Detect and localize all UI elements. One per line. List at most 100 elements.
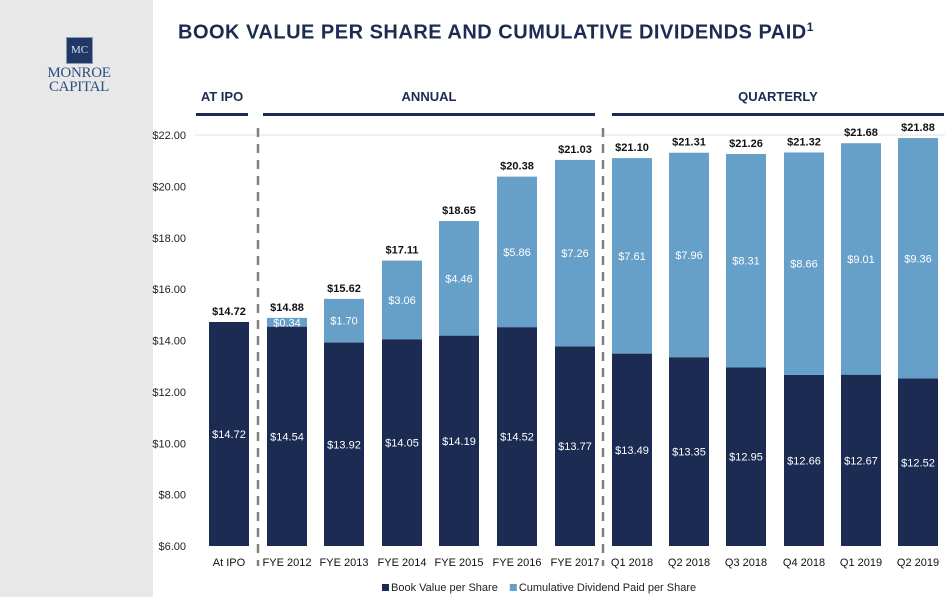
group-header: ANNUAL (402, 89, 457, 104)
bar-dividend (612, 158, 652, 354)
bar-dividend (555, 159, 595, 347)
x-tick-label: Q1 2018 (611, 557, 653, 569)
bar-label-dividend: $8.31 (732, 256, 760, 268)
bar-total-label: $21.88 (901, 122, 935, 134)
bar-label-dividend: $3.06 (388, 295, 416, 307)
bar-label-dividend: $7.61 (618, 251, 646, 263)
x-tick-label: Q1 2019 (840, 557, 882, 569)
bar-total-label: $18.65 (442, 205, 476, 217)
legend-swatch (382, 584, 389, 591)
bar-book-value (555, 346, 595, 546)
y-tick-label: $18.00 (152, 233, 186, 245)
x-tick-label: FYE 2017 (551, 557, 600, 569)
y-tick-label: $20.00 (152, 181, 186, 193)
bar-label-book-value: $13.35 (672, 447, 706, 459)
x-tick-label: FYE 2016 (493, 557, 542, 569)
bar-book-value (612, 353, 652, 546)
x-tick-label: Q4 2018 (783, 557, 825, 569)
y-tick-label: $22.00 (152, 130, 186, 142)
group-underline (612, 113, 944, 116)
bar-label-dividend: $8.66 (790, 259, 818, 271)
bar-total-label: $17.11 (385, 245, 418, 257)
bar-label-book-value: $12.52 (901, 457, 935, 469)
bar-dividend (726, 154, 766, 368)
bar-label-book-value: $12.95 (729, 452, 763, 464)
bar-label-book-value: $14.19 (442, 436, 476, 448)
bar-total-label: $14.88 (270, 302, 304, 314)
bar-book-value (898, 378, 938, 546)
group-header: AT IPO (201, 89, 243, 104)
x-tick-label: Q2 2019 (897, 557, 939, 569)
bar-total-label: $21.26 (729, 138, 763, 150)
x-tick-label: FYE 2015 (435, 557, 484, 569)
bar-label-dividend: $7.26 (561, 248, 589, 260)
bar-book-value (726, 367, 766, 546)
bar-book-value (841, 374, 881, 546)
bar-label-book-value: $14.52 (500, 432, 534, 444)
bar-label-book-value: $13.92 (327, 439, 361, 451)
bar-label-book-value: $14.54 (270, 431, 304, 443)
bar-book-value (439, 335, 479, 546)
y-tick-label: $12.00 (152, 387, 186, 399)
x-tick-label: FYE 2012 (263, 557, 312, 569)
bar-book-value (267, 326, 307, 546)
y-tick-label: $8.00 (158, 490, 186, 502)
bar-label-dividend: $9.01 (847, 254, 875, 266)
group-underline (263, 113, 595, 116)
bar-label-book-value: $14.72 (212, 429, 246, 441)
bar-label-book-value: $13.49 (615, 445, 649, 457)
bar-label-dividend: $1.70 (330, 316, 358, 328)
bar-dividend (898, 138, 938, 379)
legend-label: Book Value per Share (391, 582, 498, 594)
bar-book-value (669, 357, 709, 546)
bar-dividend (382, 260, 422, 340)
bar-book-value (382, 339, 422, 546)
bar-book-value (784, 374, 824, 546)
y-tick-label: $6.00 (158, 541, 186, 553)
bar-dividend (841, 143, 881, 375)
bar-total-label: $15.62 (327, 283, 361, 295)
logo-monogram: MC (66, 37, 93, 64)
bar-total-label: $21.03 (558, 144, 592, 156)
bar-dividend (267, 317, 307, 327)
bar-dividend (497, 176, 537, 328)
bar-label-dividend: $4.46 (445, 273, 473, 285)
y-tick-label: $10.00 (152, 438, 186, 450)
legend-label: Cumulative Dividend Paid per Share (519, 582, 696, 594)
group-header: QUARTERLY (738, 89, 818, 104)
bar-label-dividend: $7.96 (675, 250, 703, 262)
bar-total-label: $21.32 (787, 136, 821, 148)
bar-label-dividend: $9.36 (904, 253, 932, 265)
x-tick-label: FYE 2014 (378, 557, 427, 569)
bar-book-value (324, 342, 364, 546)
bar-dividend (439, 221, 479, 336)
bar-label-dividend: $5.86 (503, 247, 531, 259)
bar-total-label: $20.38 (500, 161, 534, 173)
bar-label-dividend: $0.34 (273, 317, 301, 329)
bar-book-value (209, 322, 249, 546)
bar-dividend (784, 152, 824, 375)
y-tick-label: $16.00 (152, 284, 186, 296)
bar-label-book-value: $14.05 (385, 438, 419, 450)
bar-total-label: $21.68 (844, 127, 878, 139)
bar-label-book-value: $12.66 (787, 455, 821, 467)
x-tick-label: FYE 2013 (320, 557, 369, 569)
bar-label-book-value: $12.67 (844, 455, 878, 467)
bar-dividend (324, 298, 364, 343)
legend-swatch (509, 584, 517, 591)
logo-panel: MC MONROE CAPITAL (0, 0, 153, 597)
y-tick-label: $14.00 (152, 336, 186, 348)
bar-total-label: $21.31 (672, 137, 706, 149)
group-underline (196, 113, 248, 116)
bar-book-value (497, 327, 537, 546)
x-tick-label: Q2 2018 (668, 557, 710, 569)
bar-label-book-value: $13.77 (558, 441, 592, 453)
page-title: BOOK VALUE PER SHARE AND CUMULATIVE DIVI… (178, 20, 814, 44)
bar-total-label: $21.10 (615, 142, 649, 154)
bar-total-label: $14.72 (212, 306, 246, 318)
x-tick-label: Q3 2018 (725, 557, 767, 569)
logo-text: MONROE CAPITAL (47, 65, 111, 95)
bar-dividend (669, 152, 709, 358)
x-tick-label: At IPO (213, 557, 246, 569)
